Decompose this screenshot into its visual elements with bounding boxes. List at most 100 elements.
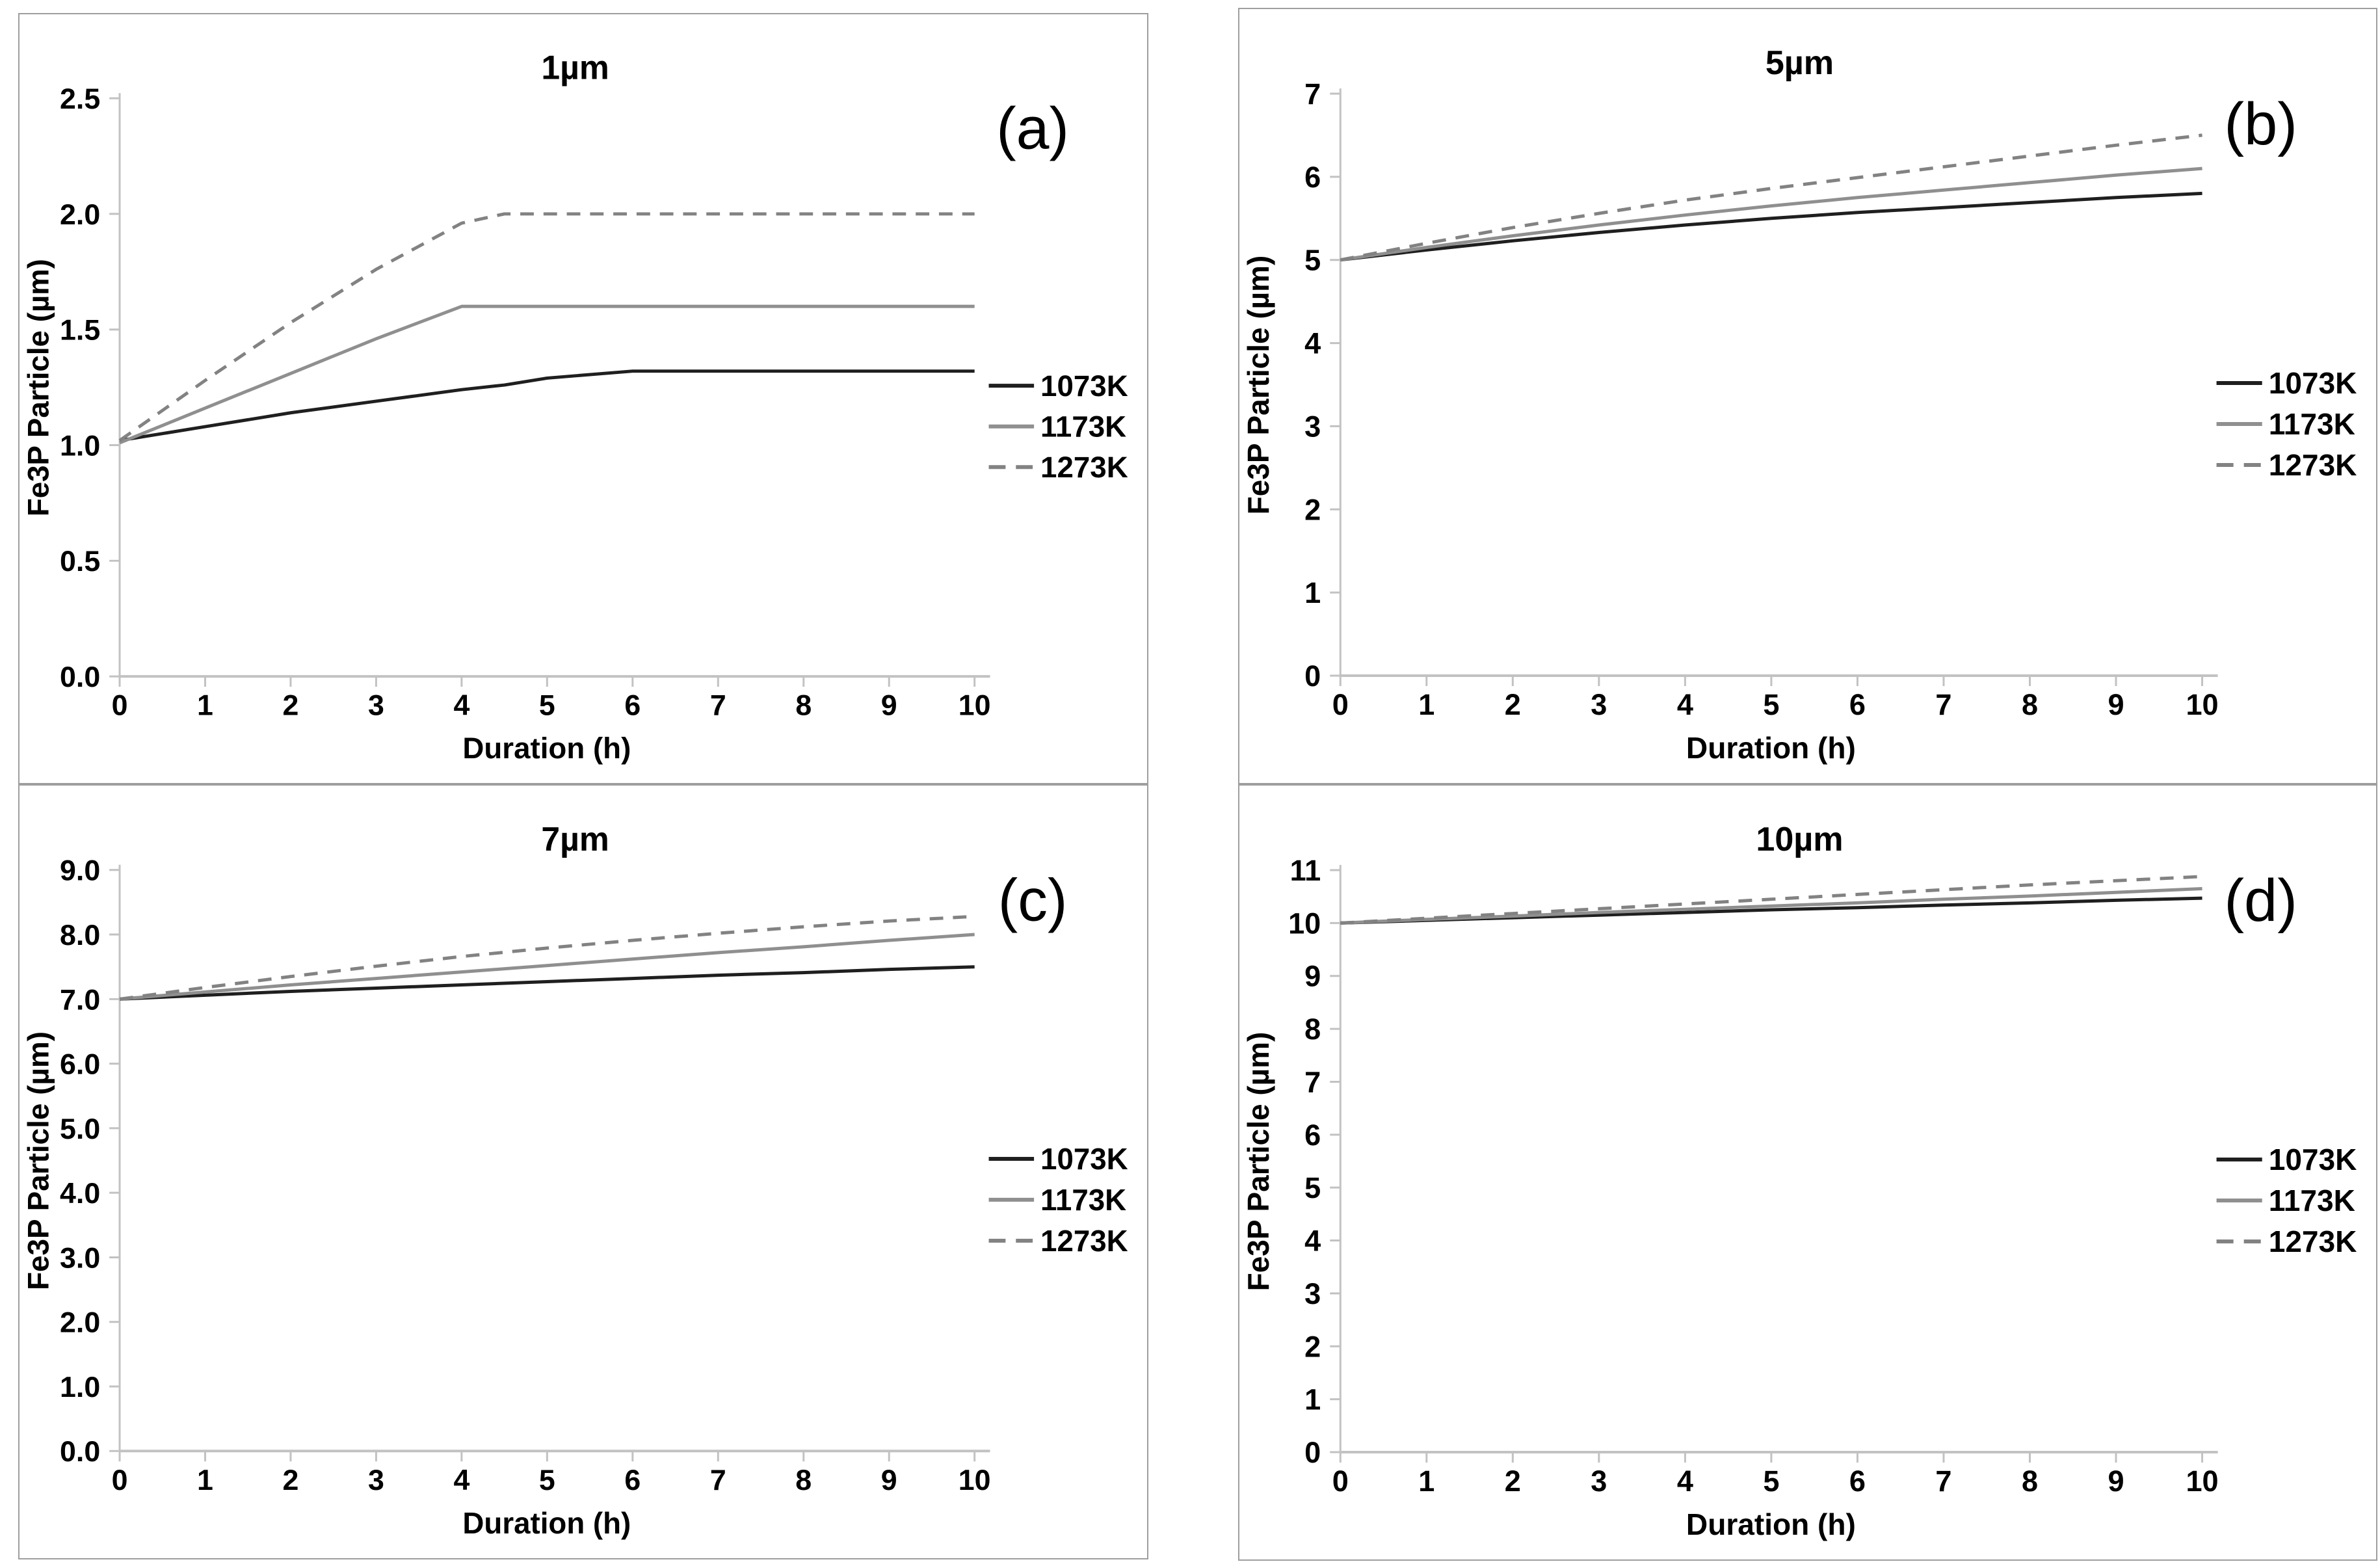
svg-text:1.0: 1.0	[60, 1371, 100, 1403]
svg-text:9: 9	[2108, 688, 2124, 721]
svg-text:2.0: 2.0	[60, 199, 100, 231]
chart-title: 1µm	[541, 48, 609, 86]
svg-text:11: 11	[1290, 854, 1321, 887]
y-axis-label: Fe3P Particle (µm)	[22, 1031, 55, 1290]
svg-text:2: 2	[1304, 1330, 1321, 1363]
svg-text:1.0: 1.0	[60, 430, 100, 462]
x-axis-label: Duration (h)	[1686, 731, 1856, 765]
svg-text:7: 7	[710, 1464, 726, 1496]
legend-label: 1273K	[2269, 1225, 2357, 1258]
svg-text:10: 10	[959, 1464, 991, 1496]
x-axis-label: Duration (h)	[1686, 1507, 1856, 1541]
legend-label: 1273K	[1040, 451, 1128, 484]
legend-label: 1173K	[2269, 407, 2355, 441]
svg-text:3: 3	[1591, 688, 1607, 721]
svg-text:1: 1	[1304, 576, 1321, 609]
svg-text:0: 0	[1332, 1465, 1349, 1498]
y-axis-label: Fe3P Particle (µm)	[1241, 1032, 1275, 1292]
svg-text:0: 0	[1332, 688, 1349, 721]
svg-text:2.5: 2.5	[60, 83, 100, 115]
svg-text:3: 3	[368, 1464, 384, 1496]
svg-text:0: 0	[112, 690, 128, 722]
svg-text:8.0: 8.0	[60, 919, 100, 951]
y-axis-label: Fe3P Particle (µm)	[1241, 256, 1275, 515]
svg-text:0: 0	[112, 1464, 128, 1496]
svg-text:4: 4	[453, 1464, 469, 1496]
svg-text:6: 6	[1849, 1465, 1866, 1498]
svg-text:5: 5	[539, 1464, 555, 1496]
svg-text:9: 9	[2108, 1465, 2124, 1498]
plot-area: 0.0 1.0 2.0 3.0 4.0 5.0 6.0 7.0 8.0 9.0 0 1 2 3 4 5 6 7 8 9…	[60, 855, 990, 1497]
panel-label: (c)	[998, 867, 1068, 933]
svg-text:8: 8	[795, 690, 812, 722]
chart-b: 5µm (b) Duration (h) Fe3P Particle (µm) …	[1241, 44, 2357, 765]
x-axis-label: Duration (h)	[462, 1507, 631, 1540]
legend-label: 1073K	[1040, 369, 1128, 403]
legend: 1073K 1173K 1273K	[988, 369, 1128, 484]
plot-area: 0.0 0.5 1.0 1.5 2.0 2.5 0 1 2 3 4 5 6 7 8 9 10	[60, 83, 990, 722]
panel-b: 5µm (b) Duration (h) Fe3P Particle (µm) …	[1238, 8, 2377, 784]
svg-text:1: 1	[1304, 1383, 1321, 1416]
svg-text:8: 8	[1304, 1013, 1321, 1046]
svg-text:10: 10	[1288, 907, 1321, 940]
legend-label: 1173K	[1040, 410, 1126, 444]
svg-text:6.0: 6.0	[60, 1048, 100, 1080]
svg-text:7: 7	[1935, 1465, 1951, 1498]
svg-text:2: 2	[283, 1464, 299, 1496]
panel-label: (b)	[2224, 90, 2297, 157]
svg-text:7: 7	[710, 690, 726, 722]
svg-text:9: 9	[1304, 960, 1321, 993]
svg-text:4: 4	[1304, 327, 1321, 360]
svg-text:5: 5	[1763, 688, 1779, 721]
legend-label: 1173K	[2269, 1184, 2355, 1217]
legend: 1073K 1173K 1273K	[2216, 1143, 2357, 1258]
svg-text:8: 8	[2022, 688, 2038, 721]
svg-text:3.0: 3.0	[60, 1241, 100, 1274]
svg-text:5: 5	[1304, 244, 1321, 277]
svg-text:8: 8	[795, 1464, 812, 1496]
svg-text:4: 4	[453, 690, 469, 722]
svg-text:2: 2	[283, 690, 299, 722]
svg-text:4: 4	[1677, 1465, 1693, 1498]
svg-text:3: 3	[1304, 410, 1321, 443]
svg-text:4: 4	[1677, 688, 1693, 721]
svg-text:5: 5	[1763, 1465, 1779, 1498]
svg-text:7: 7	[1935, 688, 1951, 721]
x-axis-label: Duration (h)	[462, 732, 631, 765]
chart-title: 10µm	[1756, 821, 1843, 858]
svg-text:8: 8	[2022, 1465, 2038, 1498]
panel-d: 10µm (d) Duration (h) Fe3P Particle (µm)…	[1238, 784, 2377, 1561]
svg-text:7: 7	[1304, 1065, 1321, 1098]
svg-text:5.0: 5.0	[60, 1113, 100, 1145]
svg-text:10: 10	[2186, 1465, 2218, 1498]
svg-text:2: 2	[1304, 493, 1321, 526]
chart-title: 7µm	[541, 820, 609, 858]
panel-label: (a)	[996, 96, 1069, 162]
svg-text:6: 6	[1304, 161, 1321, 194]
svg-text:9: 9	[881, 690, 897, 722]
y-axis-label: Fe3P Particle (µm)	[22, 259, 55, 516]
svg-text:1: 1	[197, 1464, 213, 1496]
svg-text:1: 1	[197, 690, 213, 722]
svg-text:9.0: 9.0	[60, 855, 100, 887]
svg-text:2: 2	[1505, 688, 1521, 721]
svg-text:3: 3	[1304, 1277, 1321, 1310]
svg-text:4.0: 4.0	[60, 1177, 100, 1210]
legend-label: 1073K	[2269, 366, 2357, 400]
legend-label: 1073K	[1040, 1143, 1128, 1176]
chart-a: 1µm (a) Duration (h) Fe3P Particle (µm) …	[22, 48, 1128, 765]
legend: 1073K 1173K 1273K	[988, 1143, 1128, 1258]
svg-text:0: 0	[1304, 1436, 1321, 1469]
svg-text:0.0: 0.0	[60, 661, 100, 693]
svg-text:1.5: 1.5	[60, 315, 100, 347]
legend: 1073K 1173K 1273K	[2216, 366, 2357, 482]
panel-c: 7µm (c) Duration (h) Fe3P Particle (µm) …	[18, 784, 1148, 1559]
svg-text:6: 6	[624, 690, 641, 722]
panel-a: 1µm (a) Duration (h) Fe3P Particle (µm) …	[18, 13, 1148, 784]
svg-text:5: 5	[1304, 1171, 1321, 1204]
svg-text:7: 7	[1304, 77, 1321, 111]
plot-area: 0 1 2 3 4 5 6 7 8 9 10 11 0 1 2 3 4 5 6 7 8 9 10	[1288, 854, 2219, 1498]
chart-d: 10µm (d) Duration (h) Fe3P Particle (µm)…	[1241, 821, 2357, 1541]
svg-text:4: 4	[1304, 1225, 1321, 1258]
